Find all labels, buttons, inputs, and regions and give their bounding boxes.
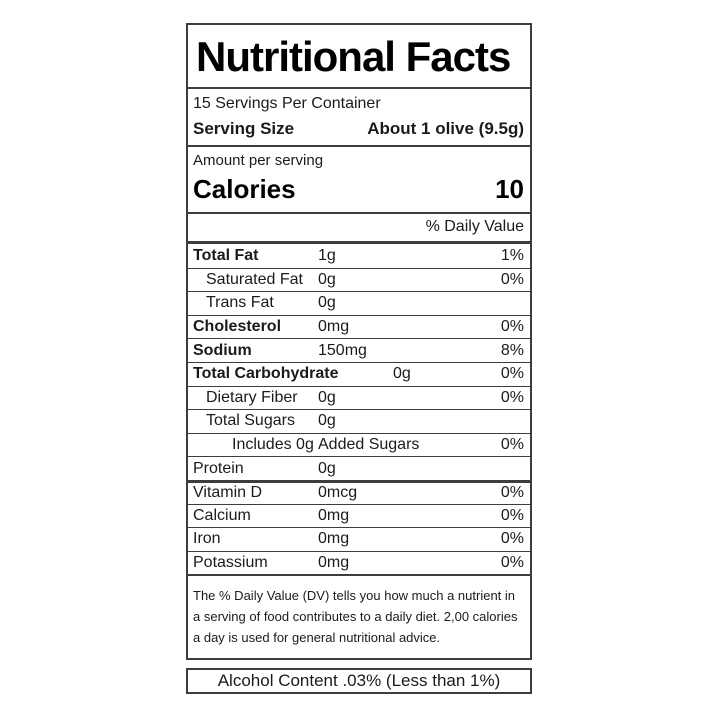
nutrient-name: Dietary Fiber (206, 388, 298, 406)
daily-value-header: % Daily Value (188, 214, 530, 244)
nutrient-daily-value-percent: 0% (500, 388, 524, 406)
nutrient-row: Saturated Fat 0g 0% (188, 267, 530, 292)
calories-label: Calories (193, 174, 296, 204)
nutrient-name: Includes 0g (232, 436, 314, 454)
nutrient-daily-value-percent: 0% (500, 270, 524, 288)
nutrient-daily-value-percent: 8% (500, 341, 524, 359)
nutrient-name: Calcium (193, 506, 251, 524)
daily-value-footnote: The % Daily Value (DV) tells you how muc… (188, 574, 530, 658)
nutrient-row: Total Carbohydrate 0g 0% (188, 361, 530, 386)
nutrient-daily-value-percent: 0% (500, 530, 524, 548)
nutrient-row: Vitamin D 0mcg 0% (188, 479, 530, 504)
nutrient-amount: 0g (318, 294, 336, 312)
nutrient-row: Dietary Fiber 0g 0% (188, 385, 530, 410)
nutrient-row: Total Sugars 0g (188, 409, 530, 433)
nutrient-amount: 0g (318, 388, 336, 406)
nutrient-amount: 0mg (318, 506, 350, 524)
nutrient-name: Trans Fat (206, 294, 274, 312)
nutrient-daily-value-percent: 0% (500, 484, 524, 502)
nutrient-amount: 0g (393, 365, 411, 383)
nutrient-daily-value-percent: 0% (500, 365, 524, 383)
nutrient-amount: 0g (318, 412, 336, 430)
nutrient-name: Iron (193, 530, 221, 548)
nutrient-name: Protein (193, 459, 244, 477)
amount-per-serving-label: Amount per serving (193, 152, 324, 169)
nutrition-facts-label: Nutritional Facts 15 Servings Per Contai… (186, 23, 532, 661)
nutrient-row: Includes 0g Added Sugars 0% (188, 432, 530, 457)
nutrient-name: Total Sugars (206, 412, 295, 430)
nutrient-name: Total Fat (193, 246, 259, 264)
nutrient-row: Total Fat 1g 1% (188, 244, 530, 268)
nutrient-name: Sodium (193, 341, 252, 359)
nutrient-row: Trans Fat 0g (188, 291, 530, 315)
nutrient-amount: 0g (318, 459, 336, 477)
nutrient-name: Potassium (193, 554, 268, 572)
nutrient-daily-value-percent: 0% (500, 506, 524, 524)
nutrient-daily-value-percent: 1% (500, 246, 524, 264)
serving-size-row: Serving Size About 1 olive (9.5g) (193, 116, 524, 141)
nutrient-amount: 150mg (318, 341, 367, 359)
label-title: Nutritional Facts (196, 33, 511, 80)
nutrient-name: Vitamin D (193, 484, 263, 502)
calories-row: Calories 10 (193, 171, 524, 207)
nutrient-daily-value-percent: 0% (500, 436, 524, 454)
calories-section: Amount per serving Calories 10 (188, 147, 530, 214)
serving-section: 15 Servings Per Container Serving Size A… (188, 89, 530, 147)
nutrient-row: Sodium 150mg 8% (188, 338, 530, 362)
nutrient-row: Cholesterol 0mg 0% (188, 314, 530, 339)
nutrient-amount: 0mg (318, 530, 350, 548)
nutrient-amount: 0mg (318, 554, 350, 572)
nutrient-amount: 1g (318, 246, 336, 264)
nutrient-daily-value-percent: 0% (500, 318, 524, 336)
nutrient-daily-value-percent: 0% (500, 554, 524, 572)
nutrient-table: Total Fat 1g 1% Saturated Fat 0g 0% Trans Fat 0… (188, 244, 530, 574)
nutrient-name: Saturated Fat (206, 270, 303, 288)
title-section: Nutritional Facts (188, 25, 530, 89)
nutrient-amount: Added Sugars (318, 436, 420, 454)
nutrient-amount: 0mg (318, 318, 350, 336)
alcohol-content-box: Alcohol Content .03% (Less than 1%) (186, 668, 532, 694)
nutrient-row: Iron 0mg 0% (188, 527, 530, 551)
servings-per-container: 15 Servings Per Container (193, 95, 381, 112)
serving-size-label: Serving Size (193, 119, 295, 138)
nutrient-amount: 0mcg (318, 484, 358, 502)
nutrient-name: Cholesterol (193, 318, 282, 336)
nutrient-row: Potassium 0mg 0% (188, 550, 530, 575)
nutrient-row: Calcium 0mg 0% (188, 503, 530, 528)
calories-value: 10 (495, 174, 524, 204)
nutrient-name: Total Carbohydrate (193, 365, 339, 383)
nutrient-amount: 0g (318, 270, 336, 288)
alcohol-content-text: Alcohol Content .03% (Less than 1%) (217, 671, 501, 690)
nutrient-row: Protein 0g (188, 456, 530, 480)
serving-size-value: About 1 olive (9.5g) (367, 119, 524, 138)
